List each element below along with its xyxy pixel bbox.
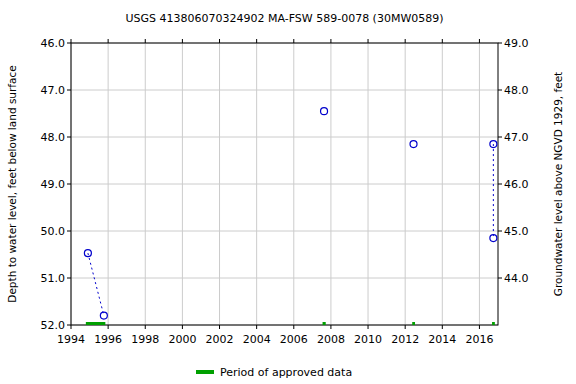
data-point [410, 141, 417, 148]
y2-tick [498, 231, 502, 232]
chart: USGS 413806070324902 MA-FSW 589-0078 (30… [0, 0, 576, 384]
approved-period [492, 322, 495, 325]
title: USGS 413806070324902 MA-FSW 589-0078 (30… [125, 12, 443, 25]
x-tick [293, 325, 294, 329]
x-tick [330, 325, 331, 329]
x-tick-label: 1996 [94, 333, 122, 346]
plot-area [84, 108, 496, 325]
y2-tick [498, 184, 502, 185]
y2-tick [498, 278, 502, 279]
y-tick [67, 278, 71, 279]
x-tick-label: 2012 [391, 333, 419, 346]
y-tick-label: 46.0 [41, 37, 66, 50]
y2-tick [498, 137, 502, 138]
y2-tick-label: 44.0 [504, 272, 529, 285]
x-tick [479, 325, 480, 329]
y2-axis-label: Groundwater level above NGVD 1929, feet [552, 72, 564, 296]
series-line [88, 253, 104, 316]
y-tick-label: 50.0 [41, 225, 66, 238]
x-tick-label: 2016 [465, 333, 493, 346]
x-tick [108, 39, 109, 43]
y-tick [67, 137, 71, 138]
legend-label: Period of approved data [220, 366, 352, 379]
y-tick [67, 90, 71, 91]
y-tick-label: 51.0 [41, 272, 66, 285]
y-tick [67, 231, 71, 232]
y2-tick-label: 48.0 [504, 84, 529, 97]
x-tick [405, 325, 406, 329]
x-tick [293, 39, 294, 43]
y-tick-label: 52.0 [41, 319, 66, 332]
y-tick-label: 49.0 [41, 178, 66, 191]
x-tick-label: 2004 [243, 333, 271, 346]
x-tick [442, 39, 443, 43]
y2-tick-label: 45.0 [504, 225, 529, 238]
y-grid [71, 137, 498, 138]
y-tick-label: 48.0 [41, 131, 66, 144]
y2-tick-label: 47.0 [504, 131, 529, 144]
approved-period [323, 322, 326, 325]
data-point [490, 141, 497, 148]
data-point [321, 108, 328, 115]
x-tick-label: 2010 [354, 333, 382, 346]
legend-swatch [196, 370, 214, 374]
y2-tick [498, 43, 502, 44]
y-tick [67, 43, 71, 44]
approved-period [412, 322, 415, 325]
y2-tick [498, 90, 502, 91]
x-tick [182, 39, 183, 43]
x-tick [145, 39, 146, 43]
x-tick-label: 1998 [131, 333, 159, 346]
y-grid [71, 184, 498, 185]
data-point [100, 312, 107, 319]
x-tick [182, 325, 183, 329]
x-tick-label: 2006 [280, 333, 308, 346]
x-tick [256, 325, 257, 329]
x-tick [479, 39, 480, 43]
x-tick [368, 39, 369, 43]
y2-tick-label: 46.0 [504, 178, 529, 191]
x-tick [219, 39, 220, 43]
x-tick [108, 325, 109, 329]
x-tick-label: 2002 [206, 333, 234, 346]
x-tick [219, 325, 220, 329]
x-tick [256, 39, 257, 43]
x-tick [405, 39, 406, 43]
y-axis-label: Depth to water level, feet below land su… [6, 65, 18, 302]
y-tick [67, 325, 71, 326]
y2-tick-label: 49.0 [504, 37, 529, 50]
x-tick-label: 1994 [57, 333, 85, 346]
x-tick [442, 325, 443, 329]
plot-frame [71, 43, 498, 325]
y-tick-label: 47.0 [41, 84, 66, 97]
data-point [84, 250, 91, 257]
x-tick [71, 325, 72, 329]
x-tick [71, 39, 72, 43]
y-grid [71, 278, 498, 279]
x-tick [368, 325, 369, 329]
y-grid [71, 90, 498, 91]
y-tick [67, 184, 71, 185]
x-tick-label: 2014 [428, 333, 456, 346]
series-line [493, 144, 494, 238]
approved-period [86, 322, 105, 325]
data-point [490, 235, 497, 242]
y-grid [71, 231, 498, 232]
x-tick [145, 325, 146, 329]
x-tick [330, 39, 331, 43]
x-tick-label: 2000 [168, 333, 196, 346]
x-tick-label: 2008 [317, 333, 345, 346]
